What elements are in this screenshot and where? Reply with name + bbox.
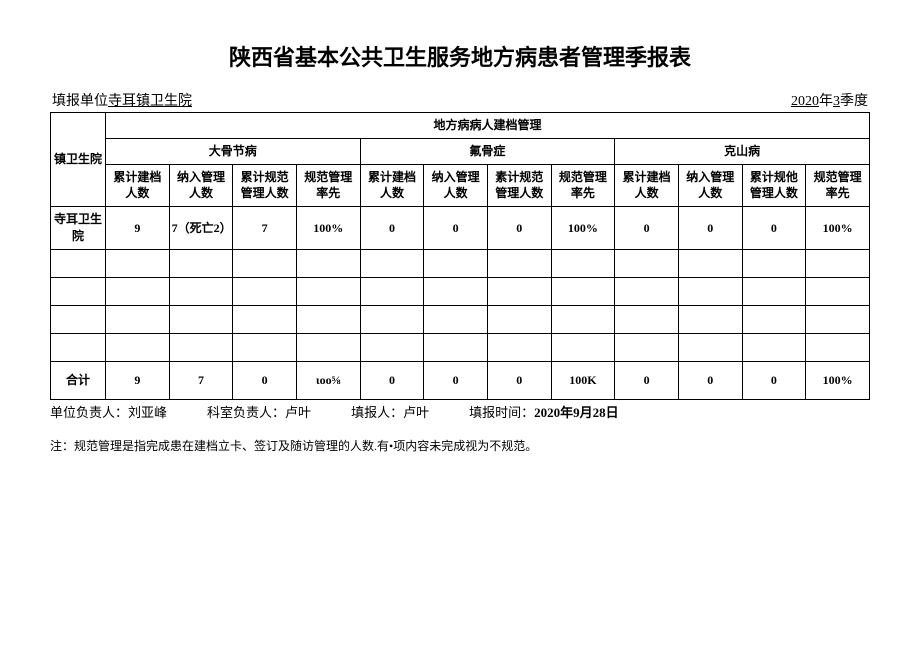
cell: 0 bbox=[678, 361, 742, 399]
dept-value: 卢叶 bbox=[285, 405, 311, 420]
unit-label: 填报单位 bbox=[52, 94, 108, 109]
header-c1: 累计建档人数 bbox=[106, 164, 170, 207]
cell: 0 bbox=[678, 207, 742, 250]
header-c2: 纳入管理人数 bbox=[169, 164, 233, 207]
leader-info: 单位负责人：刘亚峰 bbox=[50, 402, 167, 421]
cell: ιoo⅝ bbox=[296, 361, 360, 399]
header-c4: 规范管理率先 bbox=[296, 164, 360, 207]
unit-value: 寺耳镇卫生院 bbox=[108, 94, 192, 109]
cell: 0 bbox=[615, 207, 679, 250]
page-title: 陕西省基本公共卫生服务地方病患者管理季报表 bbox=[50, 40, 870, 72]
table-row: 寺耳卫生院 9 7（死亡2） 7 100% 0 0 0 100% 0 0 0 1… bbox=[51, 207, 870, 250]
total-row: 合计 9 7 0 ιoo⅝ 0 0 0 100K 0 0 0 100% bbox=[51, 361, 870, 399]
total-label: 合计 bbox=[51, 361, 106, 399]
leader-value: 刘亚峰 bbox=[128, 405, 167, 420]
cell: 100% bbox=[296, 207, 360, 250]
dept-label: 科室负责人： bbox=[207, 405, 285, 420]
cell: 0 bbox=[360, 207, 424, 250]
period-suffix: 季度 bbox=[840, 94, 868, 109]
header-c9: 累计建档人数 bbox=[615, 164, 679, 207]
cell: 0 bbox=[424, 207, 488, 250]
cell: 0 bbox=[742, 361, 806, 399]
time-info: 填报时间：2020年9月28日 bbox=[469, 402, 619, 421]
period-year-char: 年 bbox=[819, 94, 833, 109]
table-row bbox=[51, 249, 870, 277]
cell: 0 bbox=[424, 361, 488, 399]
header-c10: 纳入管理人数 bbox=[678, 164, 742, 207]
time-value: 2020年9月28日 bbox=[534, 405, 619, 420]
time-label: 填报时间： bbox=[469, 405, 534, 420]
cell: 0 bbox=[487, 361, 551, 399]
header-g2: 氟骨症 bbox=[360, 138, 615, 164]
period-quarter: 3 bbox=[833, 94, 840, 109]
header-c8: 规范管理率先 bbox=[551, 164, 615, 207]
cell: 0 bbox=[233, 361, 297, 399]
header-c5: 累计建档人数 bbox=[360, 164, 424, 207]
cell: 0 bbox=[487, 207, 551, 250]
leader-label: 单位负责人： bbox=[50, 405, 128, 420]
reporter-info: 填报人：卢叶 bbox=[351, 402, 429, 421]
meta-row: 填报单位寺耳镇卫生院 2020年3季度 bbox=[50, 90, 870, 110]
cell: 0 bbox=[615, 361, 679, 399]
cell: 7 bbox=[169, 361, 233, 399]
header-c12: 规范管理率先 bbox=[806, 164, 870, 207]
cell: 100K bbox=[551, 361, 615, 399]
cell: 0 bbox=[742, 207, 806, 250]
cell: 0 bbox=[360, 361, 424, 399]
reporter-label: 填报人： bbox=[351, 405, 403, 420]
table-row bbox=[51, 333, 870, 361]
header-g3: 克山病 bbox=[615, 138, 870, 164]
row-name: 寺耳卫生院 bbox=[51, 207, 106, 250]
reporter-value: 卢叶 bbox=[403, 405, 429, 420]
header-c7: 素计规范管理人数 bbox=[487, 164, 551, 207]
cell: 100% bbox=[806, 207, 870, 250]
cell: 7 bbox=[233, 207, 297, 250]
dept-info: 科室负责人：卢叶 bbox=[207, 402, 311, 421]
cell: 9 bbox=[106, 207, 170, 250]
header-c11: 累计规他管理人数 bbox=[742, 164, 806, 207]
header-group-top: 地方病病人建档管理 bbox=[106, 113, 870, 139]
report-table: 镇卫生院 地方病病人建档管理 大骨节病 氟骨症 克山病 累计建档人数 纳入管理人… bbox=[50, 112, 870, 400]
header-c6: 纳入管理人数 bbox=[424, 164, 488, 207]
header-g1: 大骨节病 bbox=[106, 138, 361, 164]
unit-info: 填报单位寺耳镇卫生院 bbox=[52, 90, 192, 110]
cell: 100% bbox=[551, 207, 615, 250]
period-year: 2020 bbox=[791, 94, 819, 109]
header-c3: 累计规范管理人数 bbox=[233, 164, 297, 207]
cell: 9 bbox=[106, 361, 170, 399]
cell: 7（死亡2） bbox=[169, 207, 233, 250]
table-row bbox=[51, 277, 870, 305]
header-col0: 镇卫生院 bbox=[51, 113, 106, 207]
footer-row: 单位负责人：刘亚峰 科室负责人：卢叶 填报人：卢叶 填报时间：2020年9月28… bbox=[50, 402, 870, 421]
period-info: 2020年3季度 bbox=[791, 90, 868, 110]
note: 注：规范管理是指完成患在建档立卡、签订及随访管理的人数.有•项内容未完成视为不规… bbox=[50, 437, 870, 454]
cell: 100% bbox=[806, 361, 870, 399]
table-row bbox=[51, 305, 870, 333]
